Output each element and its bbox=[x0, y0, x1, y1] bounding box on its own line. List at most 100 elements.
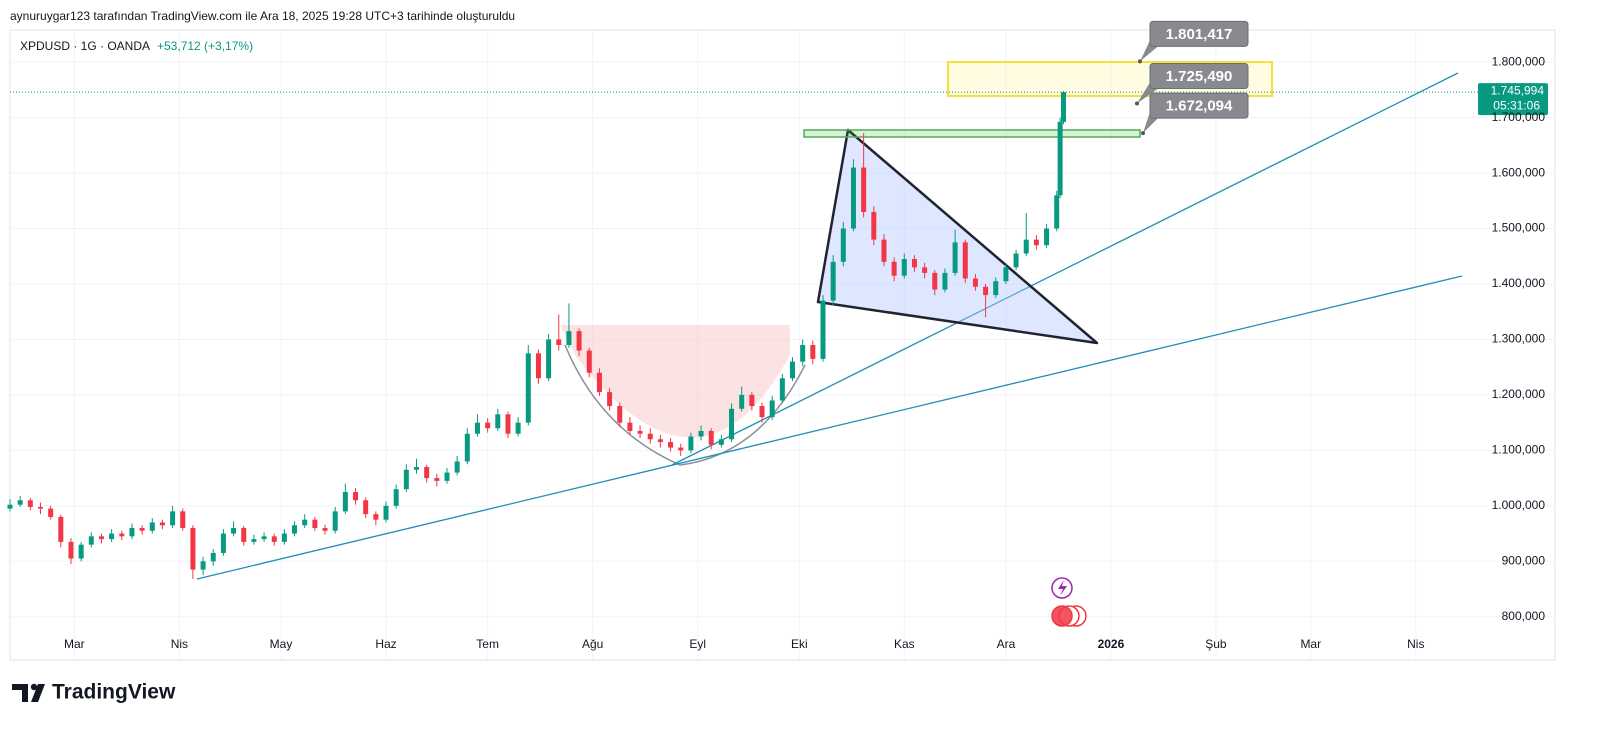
candle-body bbox=[627, 422, 633, 431]
y-tick-label: 1.500,000 bbox=[1492, 221, 1546, 235]
candle-body bbox=[607, 392, 613, 407]
candle-body bbox=[464, 433, 470, 462]
candle-body bbox=[983, 286, 989, 296]
chart-title: XPDUSD · 1G · OANDA bbox=[20, 39, 150, 53]
candle-body bbox=[149, 522, 155, 531]
candle-body bbox=[678, 447, 684, 451]
candle-body bbox=[800, 345, 806, 362]
candle-body bbox=[180, 511, 186, 529]
candle-body bbox=[88, 536, 94, 545]
candle-body bbox=[993, 281, 999, 296]
callout-label: 1.725,490 bbox=[1166, 68, 1233, 85]
candle-body bbox=[119, 533, 125, 537]
candle-body bbox=[373, 514, 379, 520]
candle-body bbox=[424, 467, 430, 479]
candle-body bbox=[820, 300, 826, 359]
candle-body bbox=[1013, 253, 1019, 268]
logo-mark bbox=[30, 683, 38, 691]
candle-body bbox=[68, 541, 74, 559]
candle-body bbox=[647, 433, 653, 440]
event-flag[interactable] bbox=[1051, 605, 1073, 627]
candle-body bbox=[363, 500, 369, 515]
candle-body bbox=[454, 461, 460, 473]
candle-body bbox=[688, 436, 694, 451]
callout-box bbox=[1149, 20, 1249, 47]
candle-body bbox=[861, 167, 867, 212]
candle-body bbox=[729, 408, 735, 440]
last-price-box bbox=[1478, 83, 1548, 116]
candle-body bbox=[342, 491, 348, 512]
logo-mark bbox=[12, 684, 28, 702]
candle-body bbox=[759, 406, 765, 418]
candle-body bbox=[98, 536, 104, 540]
cup-zone bbox=[560, 325, 790, 438]
candle-body bbox=[58, 516, 64, 542]
candle-body bbox=[830, 261, 836, 301]
x-tick-label: Ara bbox=[997, 637, 1016, 651]
candle-body bbox=[383, 505, 389, 520]
candle-body bbox=[1054, 195, 1060, 229]
candle-body bbox=[220, 533, 226, 553]
candle-body bbox=[434, 478, 440, 481]
candle-body bbox=[850, 167, 856, 229]
candle-body bbox=[231, 528, 237, 534]
candle-body bbox=[962, 242, 968, 279]
candle-body bbox=[413, 467, 419, 470]
candle-body bbox=[708, 430, 714, 445]
y-tick-label: 1.100,000 bbox=[1492, 443, 1546, 457]
candle-body bbox=[109, 533, 115, 540]
callout-label: 1.672,094 bbox=[1166, 98, 1233, 115]
candle-body bbox=[322, 528, 328, 531]
candle-body bbox=[535, 353, 541, 379]
trendline bbox=[671, 72, 1459, 466]
candle-body bbox=[769, 400, 775, 418]
candle-body bbox=[1003, 267, 1009, 282]
resistance-zone bbox=[803, 129, 1141, 138]
candle-body bbox=[241, 528, 247, 542]
candle-body bbox=[718, 439, 724, 445]
candle-body bbox=[576, 331, 582, 351]
candle-body bbox=[444, 472, 450, 481]
candle-body bbox=[27, 500, 33, 507]
x-tick-label: Kas bbox=[894, 637, 915, 651]
candle-body bbox=[78, 544, 84, 559]
change-label: +53,712 (+3,17%) bbox=[157, 39, 253, 53]
y-tick-label: 1.400,000 bbox=[1492, 276, 1546, 290]
trendline bbox=[196, 275, 1463, 580]
candle-body bbox=[810, 345, 816, 359]
x-tick-label: Mar bbox=[1300, 637, 1321, 651]
candle-body bbox=[840, 228, 846, 262]
triangle-pattern bbox=[816, 128, 1099, 345]
callout-point bbox=[1141, 131, 1145, 136]
candle-body bbox=[261, 536, 267, 540]
candle-body bbox=[17, 500, 23, 505]
candle-body bbox=[891, 261, 897, 276]
candle-body bbox=[353, 491, 359, 501]
candle-body bbox=[302, 519, 308, 526]
candle-body bbox=[312, 519, 318, 529]
candle-body bbox=[159, 522, 165, 526]
candle-body bbox=[566, 331, 572, 345]
candle-body bbox=[1033, 239, 1039, 246]
event-icon-glyph bbox=[1058, 580, 1067, 596]
x-tick-label: Eki bbox=[791, 637, 808, 651]
candle-body bbox=[657, 439, 663, 443]
candle-body bbox=[37, 506, 43, 509]
countdown: 05:31:06 bbox=[1493, 98, 1540, 112]
logo-mark bbox=[31, 684, 45, 702]
x-tick-label: Şub bbox=[1205, 637, 1227, 651]
candle-body bbox=[393, 489, 399, 506]
candle-body bbox=[281, 533, 287, 542]
y-tick-label: 1.700,000 bbox=[1492, 110, 1546, 124]
x-tick-label: Nis bbox=[171, 637, 188, 651]
last-price-label: 1.745,994 bbox=[1491, 83, 1545, 97]
candle-body bbox=[942, 272, 948, 290]
y-tick-label: 1.600,000 bbox=[1492, 165, 1546, 179]
y-tick-label: 1.800,000 bbox=[1492, 54, 1546, 68]
candle-body bbox=[637, 430, 643, 434]
brand: TradingView bbox=[52, 681, 176, 704]
y-tick-label: 1.200,000 bbox=[1492, 387, 1546, 401]
